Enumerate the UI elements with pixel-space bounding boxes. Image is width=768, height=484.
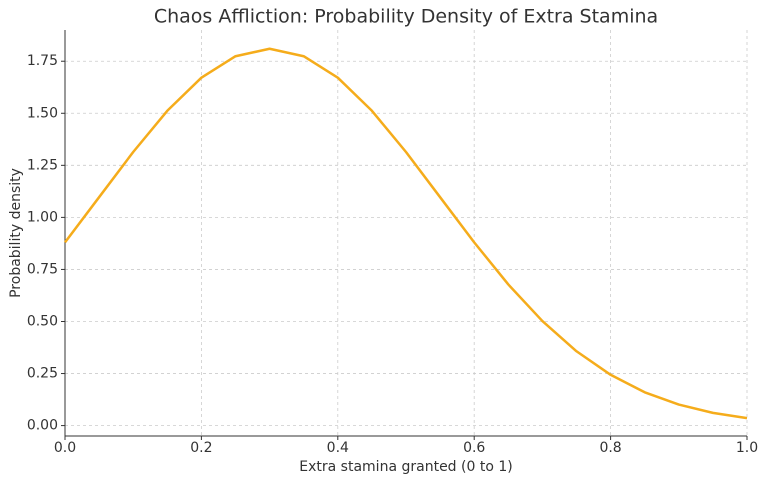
chart-title: Chaos Affliction: Probability Density of…: [154, 6, 658, 28]
x-tick-label: 0.0: [54, 440, 76, 456]
x-tick-label: 0.4: [327, 440, 349, 456]
x-tick-label: 0.2: [190, 440, 212, 456]
y-tick-label: 0.75: [27, 261, 58, 277]
x-tick-label: 1.0: [736, 440, 758, 456]
x-tick-label: 0.6: [463, 440, 485, 456]
y-tick-label: 1.25: [27, 157, 58, 173]
y-tick-label: 0.50: [27, 313, 58, 329]
density-line: [64, 47, 748, 420]
y-tick-label: 1.50: [27, 105, 58, 121]
y-tick-label: 0.25: [27, 366, 58, 382]
y-axis-label: Probability density: [8, 168, 24, 298]
y-tick-label: 1.00: [27, 209, 58, 225]
y-tick-label: 1.75: [27, 53, 58, 69]
x-tick-label: 0.8: [599, 440, 621, 456]
x-axis-label: Extra stamina granted (0 to 1): [299, 459, 512, 475]
y-tick-label: 0.00: [27, 418, 58, 434]
